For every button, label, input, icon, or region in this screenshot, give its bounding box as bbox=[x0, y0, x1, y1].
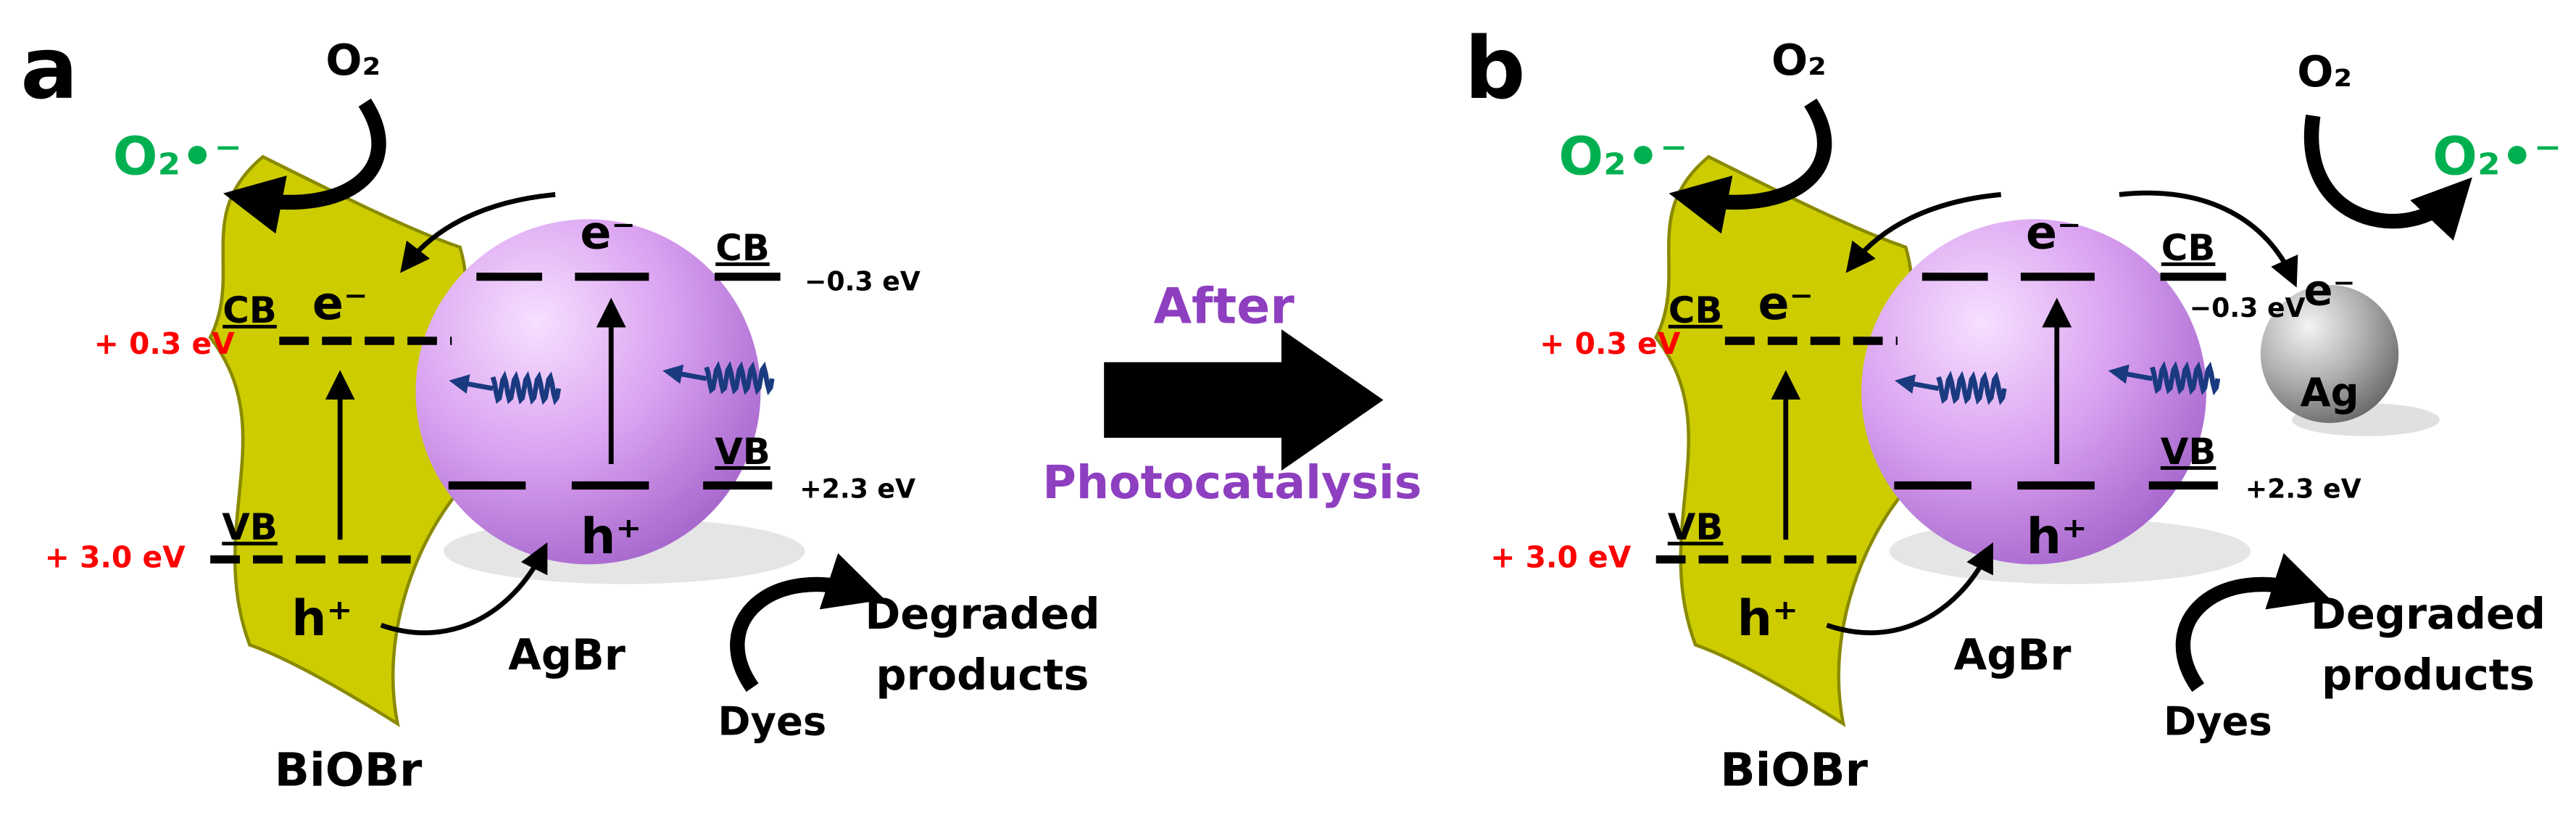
label: BiOBr bbox=[275, 743, 423, 797]
label: h⁺ bbox=[2027, 508, 2087, 566]
light-wave bbox=[704, 360, 775, 396]
transition-label: Photocatalysis bbox=[1042, 455, 1421, 509]
panel-label: a bbox=[20, 19, 78, 118]
superoxide: O₂•⁻ bbox=[1558, 127, 1687, 188]
transition-label: After bbox=[1153, 278, 1295, 336]
label: VB bbox=[2161, 431, 2216, 473]
label: VB bbox=[222, 506, 278, 548]
label: BiOBr bbox=[1720, 743, 1868, 797]
degradation-arrow bbox=[730, 553, 885, 692]
label: Dyes bbox=[718, 698, 826, 744]
potential: +2.3 eV bbox=[799, 473, 915, 504]
oxygen-arrow bbox=[2304, 114, 2472, 241]
label: Ag bbox=[2301, 370, 2359, 415]
oxygen-arrow bbox=[223, 98, 386, 234]
label: CB bbox=[715, 227, 770, 269]
label: O₂ bbox=[2297, 46, 2352, 96]
electron-transfer bbox=[400, 191, 556, 273]
light-arrow bbox=[1894, 374, 1940, 394]
label: h⁺ bbox=[1737, 590, 1798, 648]
potential: + 3.0 eV bbox=[1490, 539, 1631, 574]
label: Dyes bbox=[2164, 698, 2272, 744]
label: CB bbox=[223, 289, 277, 331]
potential: + 0.3 eV bbox=[94, 326, 235, 361]
light-arrow bbox=[662, 364, 707, 384]
agbr-sphere bbox=[1861, 219, 2207, 565]
degradation-arrow bbox=[2175, 553, 2331, 692]
panel: b O₂ O₂•⁻ CB e⁻ + 0.3 eV VB + 3.0 eV h⁺ BiOBr e⁻ CB… bbox=[1464, 19, 2562, 797]
label: e⁻ bbox=[580, 206, 636, 260]
panel: a O₂ O₂•⁻ CB e⁻ + 0.3 eV VB + 3.0 eV h⁺ BiOBr e⁻ CB… bbox=[20, 19, 1100, 797]
label: h⁺ bbox=[291, 590, 352, 648]
label: products bbox=[2322, 650, 2535, 700]
light-arrow bbox=[2108, 364, 2153, 384]
transition-arrow bbox=[1104, 329, 1384, 471]
potential: +2.3 eV bbox=[2245, 473, 2361, 504]
label: AgBr bbox=[508, 630, 626, 680]
label: O₂ bbox=[1771, 35, 1827, 85]
light-wave bbox=[1936, 371, 2007, 405]
agbr-sphere bbox=[415, 219, 761, 565]
label: O₂ bbox=[325, 35, 381, 85]
label: AgBr bbox=[1954, 630, 2072, 680]
panel-label: b bbox=[1464, 19, 1525, 118]
electron-transfer bbox=[1845, 191, 2002, 273]
superoxide: O₂•⁻ bbox=[2432, 127, 2562, 188]
label: Degraded bbox=[2311, 589, 2546, 639]
light-wave bbox=[490, 371, 561, 405]
potential: + 3.0 eV bbox=[45, 539, 186, 574]
potential: −0.3 eV bbox=[2190, 292, 2306, 323]
potential: + 0.3 eV bbox=[1540, 326, 1680, 361]
light-wave bbox=[2149, 360, 2221, 396]
hole-transfer bbox=[1826, 542, 1993, 636]
electron-to-ag bbox=[2119, 190, 2298, 288]
label: CB bbox=[2161, 227, 2216, 269]
label: e⁻ bbox=[1758, 276, 1814, 330]
potential: −0.3 eV bbox=[805, 266, 921, 297]
label: VB bbox=[715, 431, 770, 473]
hole-transfer bbox=[380, 542, 548, 636]
oxygen-arrow bbox=[1669, 98, 1832, 234]
label: products bbox=[876, 650, 1089, 700]
label: VB bbox=[1668, 506, 1724, 548]
label: Degraded bbox=[865, 589, 1100, 639]
label: e⁻ bbox=[312, 276, 368, 330]
ag-sphere bbox=[2260, 284, 2399, 423]
label: e⁻ bbox=[2026, 206, 2082, 260]
label: h⁺ bbox=[581, 508, 641, 566]
label: CB bbox=[1669, 289, 1723, 331]
light-arrow bbox=[449, 374, 494, 394]
superoxide: O₂•⁻ bbox=[113, 127, 242, 188]
label: e⁻ bbox=[2303, 265, 2355, 315]
